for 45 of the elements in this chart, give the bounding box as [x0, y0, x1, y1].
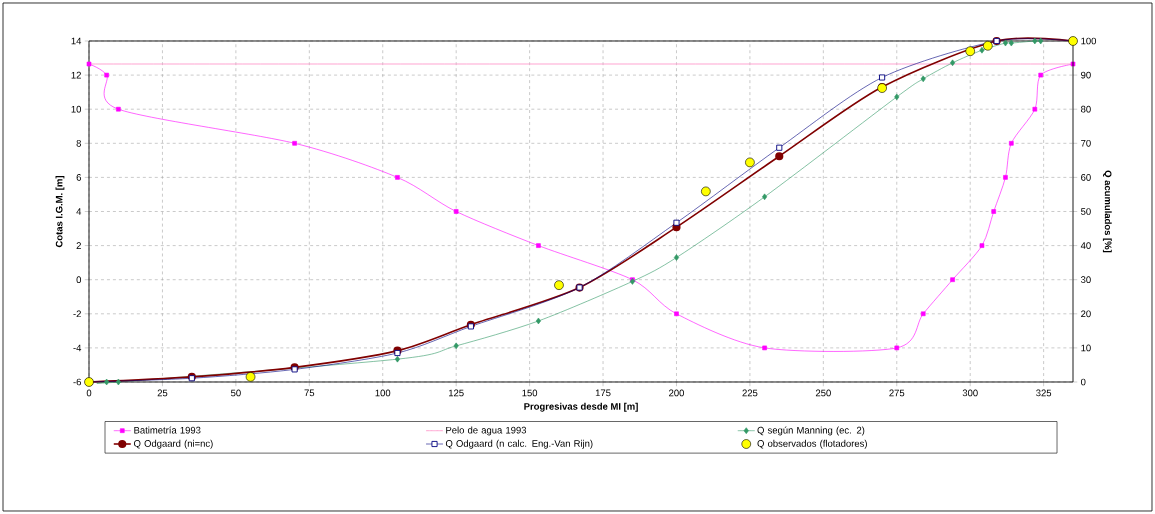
x-tick-label: 0: [86, 389, 92, 397]
y2-tick-label: 0: [1081, 378, 1086, 386]
y-tick-label: 12: [71, 71, 81, 79]
legend-label: Q observados (flotadores): [757, 439, 867, 449]
legend-label: Batimetría 1993: [134, 426, 201, 434]
y-tick-label: -4: [73, 344, 82, 352]
legend-label: Q según Manning (ec. 2): [757, 426, 865, 436]
y-tick-label: 4: [76, 208, 82, 215]
x-tick-label: 275: [889, 389, 905, 397]
y2-tick-label: 100: [1081, 37, 1097, 45]
y2-tick-label: 50: [1081, 208, 1091, 215]
y2-tick-label: 80: [1081, 105, 1091, 113]
legend-label: Q Odgaard (n calc. Eng.-Van Rijn): [445, 439, 593, 449]
x-tick-label: 300: [962, 389, 978, 397]
x-tick-label: 325: [1036, 389, 1052, 397]
x-tick-label: 225: [742, 389, 758, 397]
y2-tick-label: 60: [1081, 174, 1091, 181]
x-tick-label: 75: [304, 389, 315, 397]
y-tick-label: 8: [76, 139, 81, 147]
x-tick-label: 50: [230, 389, 241, 397]
y-tick-label: -2: [73, 310, 81, 318]
y2-tick-label: 20: [1081, 310, 1091, 318]
x-tick-label: 250: [815, 389, 831, 397]
x-tick-label: 150: [522, 389, 538, 397]
y2-tick-label: 70: [1081, 139, 1091, 147]
y2-tick-label: 40: [1080, 242, 1091, 249]
x-tick-label: 25: [157, 389, 168, 397]
y-tick-label: 10: [71, 105, 82, 113]
y-tick-label: -6: [73, 378, 81, 386]
y-tick-label: 0: [76, 276, 82, 284]
y2-tick-label: 90: [1081, 71, 1091, 79]
x-axis-title: Progresivas desde MI [m]: [524, 402, 638, 412]
y-tick-label: 2: [76, 242, 81, 249]
x-tick-label: 100: [375, 389, 391, 397]
y2-tick-label: 30: [1080, 276, 1091, 284]
y2-axis-title: Q acumulados [%]: [1102, 170, 1112, 253]
x-tick-label: 125: [449, 389, 464, 397]
y2-tick-label: 10: [1081, 344, 1091, 352]
x-tick-label: 200: [669, 389, 684, 397]
y-axis-title: Cotas I.G.M. [m]: [55, 176, 65, 248]
x-tick-label: 175: [595, 389, 611, 397]
y-tick-label: 6: [76, 174, 81, 181]
legend-label: Q Odgaard (ni=nc): [134, 439, 213, 449]
y-tick-label: 14: [71, 37, 82, 45]
legend-label: Pelo de agua 1993: [446, 426, 527, 436]
